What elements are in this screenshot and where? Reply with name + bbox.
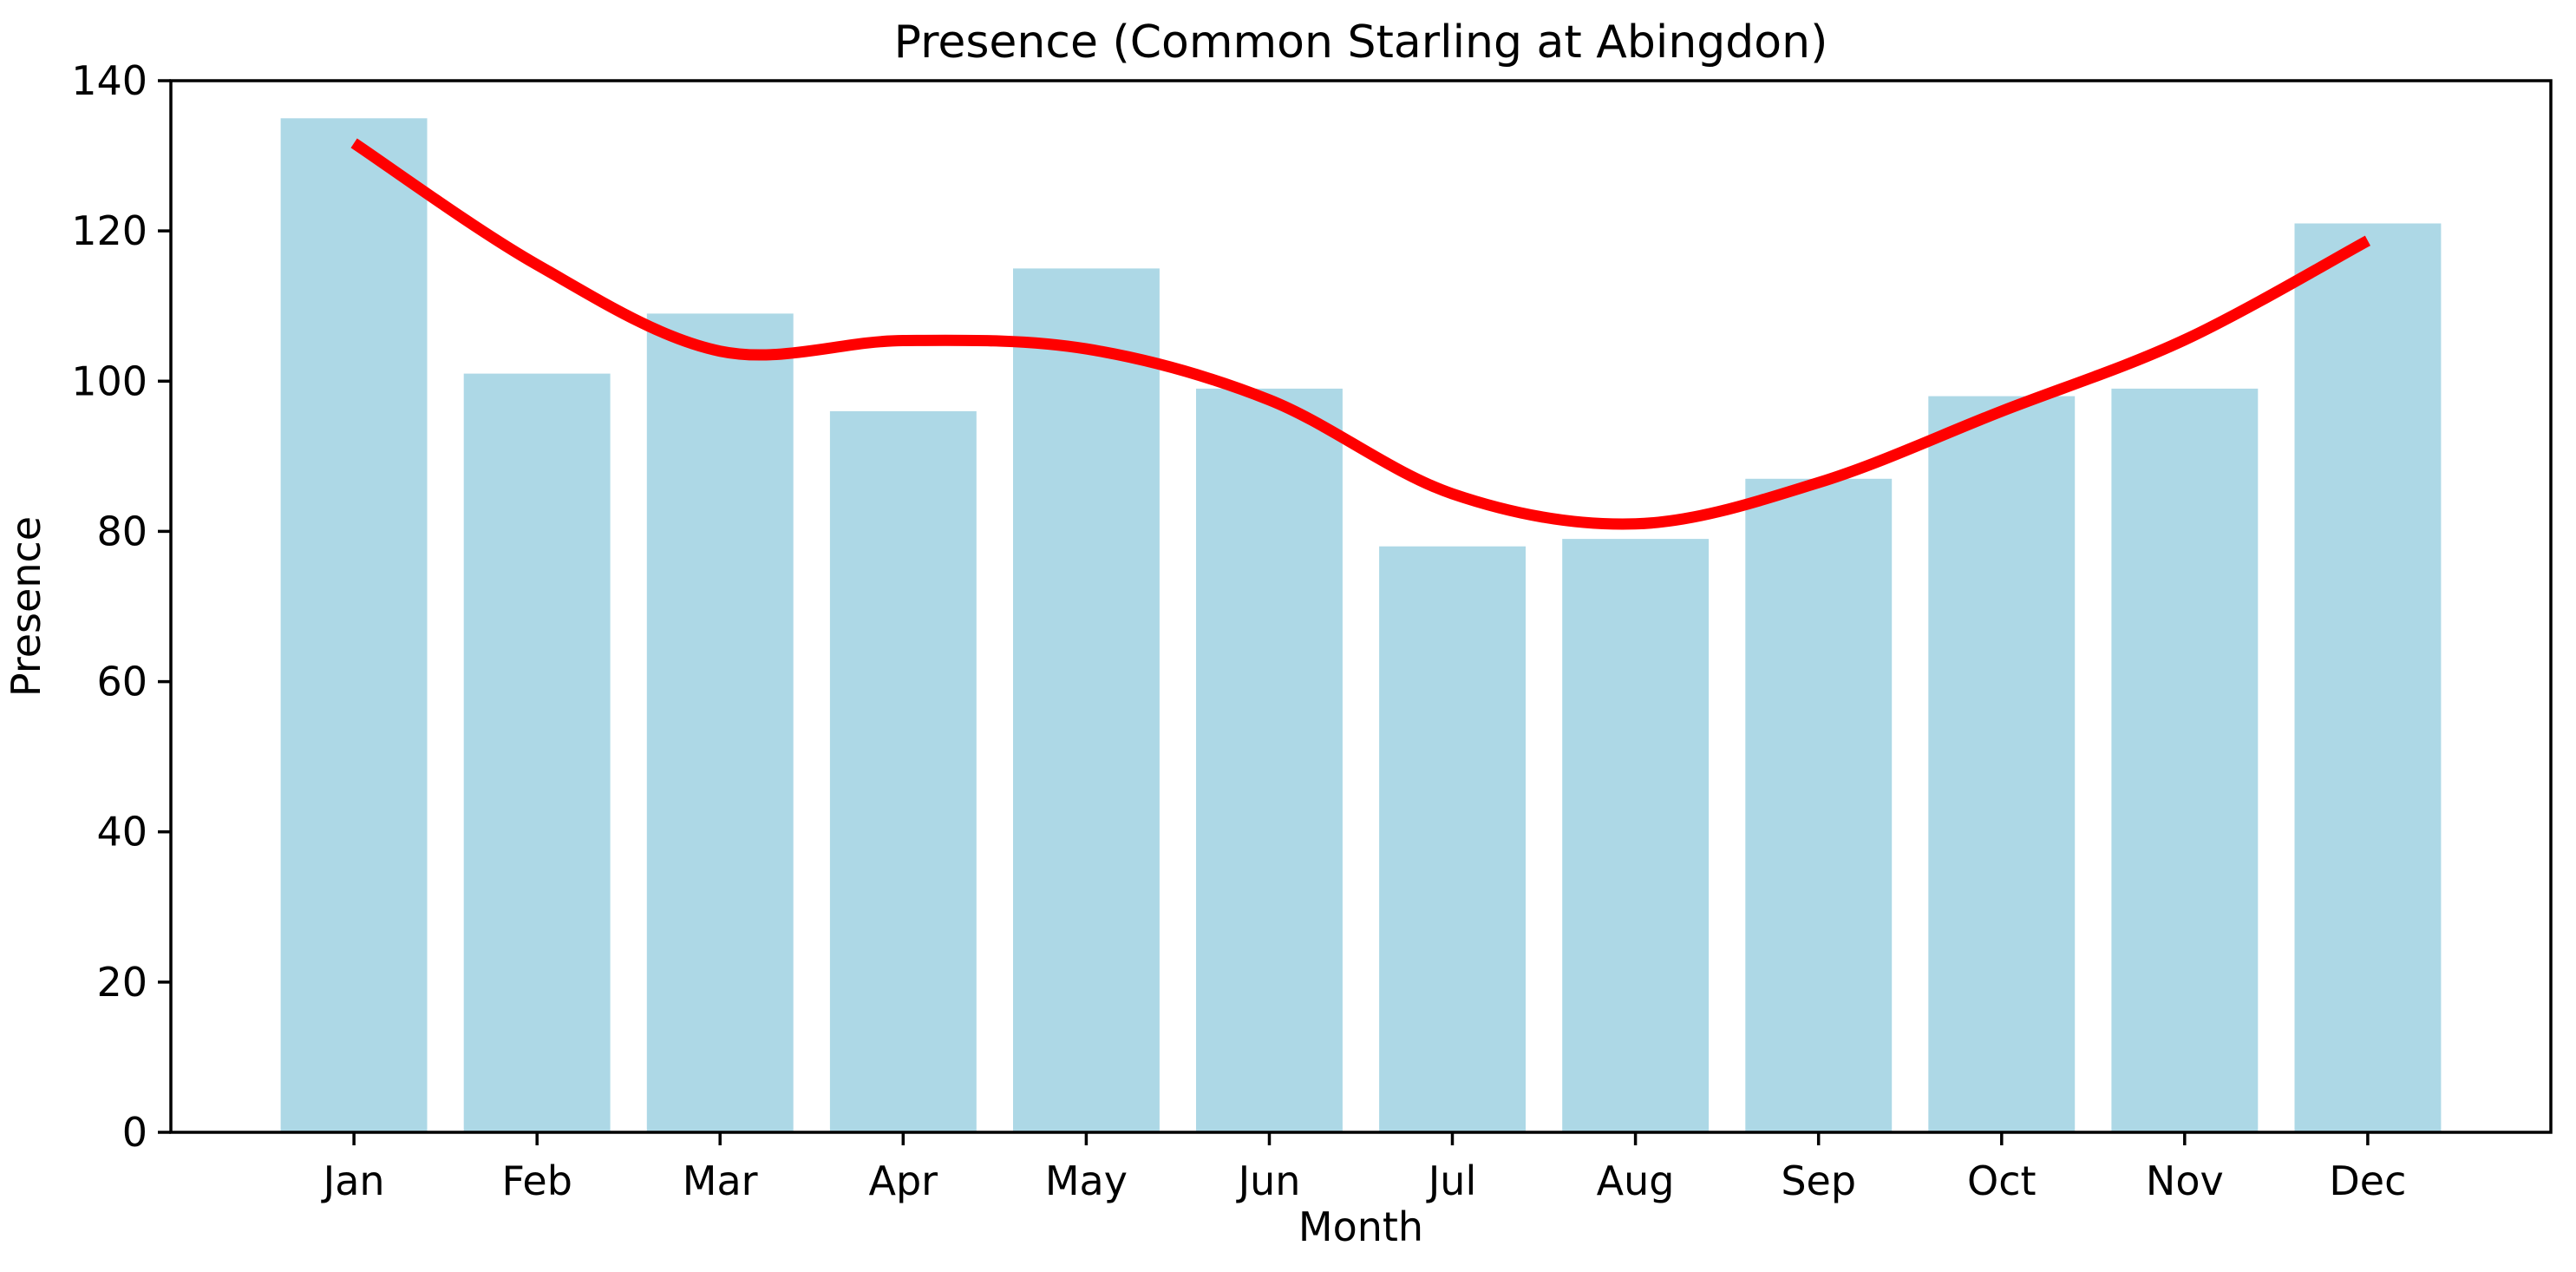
x-tick-label-dec: Dec: [2329, 1157, 2406, 1204]
plot-border: [169, 79, 2553, 1134]
trend-line: [350, 138, 2370, 530]
x-tick-label-aug: Aug: [1597, 1157, 1675, 1204]
bar-mar: [646, 313, 794, 1132]
trend-line-group: [350, 138, 2370, 530]
bar-jun: [1196, 388, 1343, 1132]
bar-aug: [1562, 539, 1710, 1132]
axes-group: 0 20 40 60 80 100 120 140 Jan Feb Mar Apr May Jun Jul A…: [71, 57, 2406, 1204]
x-axis-label: Month: [1298, 1203, 1423, 1250]
bar-jan: [280, 118, 428, 1132]
bar-dec: [2294, 223, 2442, 1132]
y-tick-label-100: 100: [71, 357, 147, 404]
x-tick-label-jan: Jan: [321, 1157, 385, 1204]
bar-may: [1013, 268, 1160, 1132]
x-tick-label-jun: Jun: [1236, 1157, 1301, 1204]
y-tick-label-40: 40: [96, 809, 147, 856]
bar-apr: [829, 410, 977, 1132]
bar-feb: [463, 373, 611, 1133]
x-tick-label-sep: Sep: [1781, 1157, 1856, 1204]
y-tick-label-120: 120: [71, 207, 147, 254]
y-tick-label-20: 20: [96, 959, 147, 1006]
bar-sep: [1745, 478, 1893, 1132]
chart-title: Presence (Common Starling at Abingdon): [894, 16, 1828, 69]
x-tick-label-feb: Feb: [501, 1157, 572, 1204]
y-tick-label-60: 60: [96, 659, 147, 705]
x-tick-label-oct: Oct: [1967, 1157, 2037, 1204]
bar-oct: [1928, 396, 2076, 1133]
x-tick-label-apr: Apr: [869, 1157, 938, 1204]
y-axis-label: Presence: [3, 516, 49, 697]
bar-nov: [2111, 388, 2259, 1132]
x-tick-label-nov: Nov: [2146, 1157, 2224, 1204]
y-tick-label-0: 0: [122, 1109, 147, 1156]
y-tick-label-140: 140: [71, 57, 147, 104]
x-tick-label-mar: Mar: [683, 1157, 758, 1204]
x-tick-label-jul: Jul: [1426, 1157, 1477, 1204]
y-tick-label-80: 80: [96, 508, 147, 554]
bars-group: [280, 118, 2442, 1133]
bar-jul: [1379, 546, 1526, 1132]
x-tick-label-may: May: [1045, 1157, 1128, 1204]
